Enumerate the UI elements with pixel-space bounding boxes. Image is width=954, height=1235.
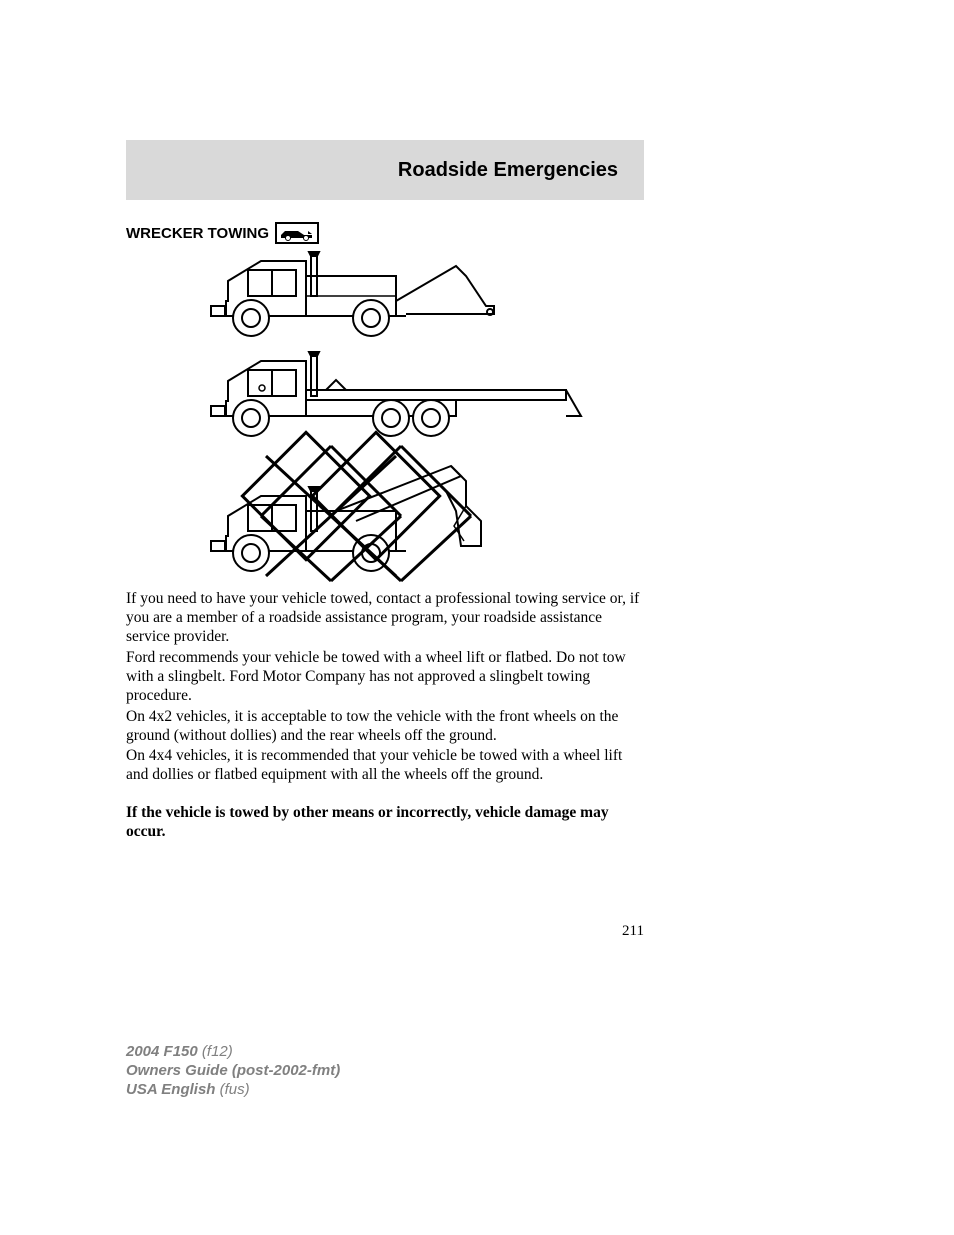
header-bar: Roadside Emergencies	[126, 140, 644, 200]
truck-slingbelt	[211, 432, 481, 581]
page-title: Roadside Emergencies	[398, 159, 618, 182]
page-number: 211	[622, 923, 644, 940]
footer-line-3: USA English (fus)	[126, 1081, 340, 1100]
section-heading: WRECKER TOWING	[126, 225, 269, 242]
footer-line-1: 2004 F150 (f12)	[126, 1043, 340, 1062]
truck-wheel-lift	[211, 252, 494, 336]
paragraph-warning: If the vehicle is towed by other means o…	[126, 804, 644, 842]
paragraph-3: On 4x2 vehicles, it is acceptable to tow…	[126, 708, 644, 746]
footer-model: 2004 F150	[126, 1043, 198, 1060]
paragraph-2: Ford recommends your vehicle be towed wi…	[126, 649, 644, 706]
truck-flatbed	[211, 352, 581, 436]
car-icon	[275, 222, 319, 244]
paragraph-4: On 4x4 vehicles, it is recommended that …	[126, 747, 644, 785]
footer-code-1: (f12)	[198, 1043, 233, 1060]
towing-diagram	[126, 246, 644, 582]
footer-code-3: (fus)	[215, 1081, 249, 1098]
footer-block: 2004 F150 (f12) Owners Guide (post-2002-…	[126, 1043, 340, 1099]
section-heading-row: WRECKER TOWING	[126, 222, 319, 244]
footer-lang: USA English	[126, 1081, 215, 1098]
paragraph-1: If you need to have your vehicle towed, …	[126, 590, 644, 647]
footer-line-2: Owners Guide (post-2002-fmt)	[126, 1062, 340, 1081]
